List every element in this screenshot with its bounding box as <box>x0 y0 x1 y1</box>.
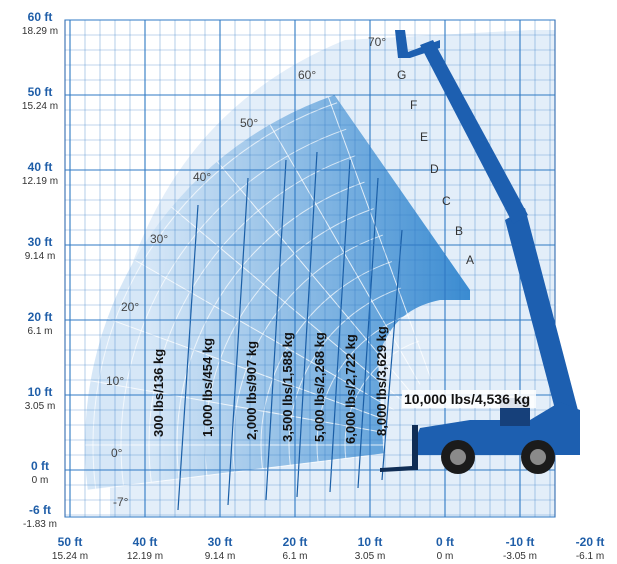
extension-arc <box>288 287 402 466</box>
load-label: 3,500 lbs/1,588 kg <box>280 332 295 442</box>
load-label: 2,000 lbs/907 kg <box>244 341 259 440</box>
x-axis: 50 ft 15.24 m 40 ft 12.19 m 30 ft 9.14 m… <box>52 535 604 562</box>
capacity-line <box>265 159 287 501</box>
x-tick-m: 12.19 m <box>127 551 163 562</box>
angle-label: 40° <box>193 170 211 184</box>
capacity-line <box>296 151 318 498</box>
x-tick-m: 15.24 m <box>52 551 88 562</box>
boom-head <box>395 30 440 58</box>
capacity-line <box>177 204 199 511</box>
boom-extension <box>420 40 528 224</box>
x-tick-m: -6.1 m <box>576 551 604 562</box>
y-tick-m: 15.24 m <box>22 101 58 112</box>
extension-arc <box>316 314 411 462</box>
load-zone <box>85 95 470 491</box>
x-tick-m: 0 m <box>437 551 454 562</box>
y-tick-ft: 40 ft <box>28 160 53 174</box>
y-axis: 60 ft 18.29 m 50 ft 15.24 m 40 ft 12.19 … <box>22 10 58 530</box>
boom-angle-labels: 70° 60° 50° 40° 30° 20° 10° 0° -7° <box>106 35 386 509</box>
angle-label: -7° <box>113 495 129 509</box>
zone-label: F <box>410 98 417 112</box>
x-tick-ft: 40 ft <box>133 535 158 549</box>
extension-zone-labels: G F E D C B A <box>397 68 474 267</box>
load-label: 6,000 lbs/2,722 kg <box>343 334 358 444</box>
load-capacity-labels: 300 lbs/136 kg 1,000 lbs/454 kg 2,000 lb… <box>151 326 536 444</box>
angle-label: 60° <box>298 68 316 82</box>
x-tick-ft: 20 ft <box>283 535 308 549</box>
y-tick-m: 9.14 m <box>25 251 56 262</box>
y-tick-ft: -6 ft <box>29 503 51 517</box>
x-tick-m: -3.05 m <box>503 551 537 562</box>
load-label: 300 lbs/136 kg <box>151 349 166 437</box>
y-tick-ft: 60 ft <box>28 10 53 24</box>
extension-arc <box>120 128 347 486</box>
wheel-hub <box>450 449 466 465</box>
zone-label: G <box>397 68 406 82</box>
angle-line <box>87 453 386 491</box>
angle-label: 70° <box>368 35 386 49</box>
extension-arc <box>92 102 338 490</box>
angle-label: 50° <box>240 116 258 130</box>
zone-label: B <box>455 224 463 238</box>
angle-line <box>171 206 402 401</box>
y-tick-m: 6.1 m <box>27 326 52 337</box>
zone-label: D <box>430 162 439 176</box>
x-tick-ft: -20 ft <box>576 535 605 549</box>
angle-line <box>107 317 390 422</box>
angle-line <box>90 380 387 434</box>
zone-label: C <box>442 194 451 208</box>
angle-label: 0° <box>111 446 123 460</box>
x-tick-ft: 0 ft <box>436 535 454 549</box>
y-tick-ft: 50 ft <box>28 85 53 99</box>
load-label-max: 10,000 lbs/4,536 kg <box>404 391 530 407</box>
angle-label: 10° <box>106 374 124 388</box>
load-label: 5,000 lbs/2,268 kg <box>312 332 327 442</box>
y-tick-ft: 0 ft <box>31 459 49 473</box>
extension-arc <box>260 261 393 469</box>
y-tick-m: 0 m <box>32 475 49 486</box>
capacity-line <box>381 229 403 481</box>
x-tick-ft: 10 ft <box>358 535 383 549</box>
y-tick-m: 18.29 m <box>22 26 58 37</box>
x-tick-ft: -10 ft <box>506 535 535 549</box>
y-tick-m: 12.19 m <box>22 176 58 187</box>
zone-label: A <box>466 253 474 267</box>
angle-line <box>327 97 432 380</box>
y-tick-m: 3.05 m <box>25 401 56 412</box>
boom-base <box>505 208 580 428</box>
x-tick-m: 3.05 m <box>355 551 386 562</box>
extension-arc <box>344 340 420 459</box>
wheel-hub <box>530 449 546 465</box>
zone-label: E <box>420 130 428 144</box>
capacity-line <box>227 177 249 506</box>
max-load-label-bg <box>402 390 536 408</box>
load-label: 8,000 lbs/3,629 kg <box>374 326 389 436</box>
x-tick-m: 9.14 m <box>205 551 236 562</box>
x-tick-m: 6.1 m <box>282 551 307 562</box>
y-tick-m: -1.83 m <box>23 519 57 530</box>
y-tick-ft: 10 ft <box>28 385 53 399</box>
angle-label: 30° <box>150 232 168 246</box>
angle-label: 20° <box>121 300 139 314</box>
extension-arc <box>148 155 356 483</box>
y-tick-ft: 20 ft <box>28 310 53 324</box>
y-tick-ft: 30 ft <box>28 235 53 249</box>
load-label: 1,000 lbs/454 kg <box>200 338 215 437</box>
x-tick-ft: 30 ft <box>208 535 233 549</box>
capacity-line <box>357 177 379 489</box>
x-tick-ft: 50 ft <box>58 535 83 549</box>
fork <box>380 425 418 472</box>
